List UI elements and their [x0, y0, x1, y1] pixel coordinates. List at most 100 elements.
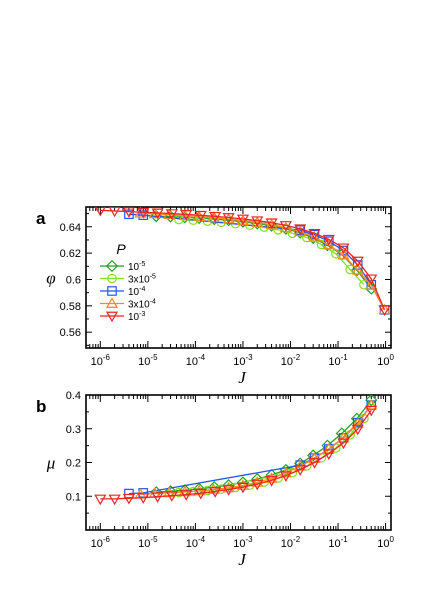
data-point — [294, 224, 307, 235]
data-point — [322, 234, 335, 246]
legend-label-exp: -4 — [139, 286, 145, 293]
y-tick-label: 0.62 — [60, 248, 81, 260]
data-layer — [94, 207, 391, 317]
y-tick-label: 0.2 — [66, 458, 81, 470]
data-point — [222, 485, 235, 496]
legend-label-coef: 3x — [128, 300, 139, 311]
y-axis-label: φ — [46, 269, 55, 288]
x-tick-label: 10-1 — [328, 353, 348, 368]
y-tick-label-text: 0.1 — [66, 491, 81, 503]
x-tick-label-exp: -4 — [198, 353, 206, 362]
data-point — [308, 231, 321, 242]
data-point — [294, 225, 307, 237]
legend-marker — [105, 259, 119, 273]
x-tick-label-base: 10 — [138, 538, 150, 550]
legend-label-base: 10 — [139, 300, 151, 311]
data-point — [265, 476, 278, 487]
x-tick-label-base: 10 — [281, 538, 293, 550]
data-point — [251, 216, 264, 227]
x-tick-label-exp: 0 — [389, 535, 394, 544]
y-tick-label: 0.6 — [66, 274, 81, 286]
y-tick-label: 0.64 — [60, 222, 81, 234]
x-tick-label-exp: -2 — [293, 535, 301, 544]
data-point — [151, 492, 164, 503]
data-point — [378, 305, 391, 317]
data-point — [124, 209, 134, 220]
data-point — [209, 487, 222, 498]
x-tick-label: 10-3 — [233, 353, 253, 368]
data-point — [351, 264, 364, 275]
legend-entry: 3x10-4 — [100, 297, 156, 311]
data-point — [365, 274, 378, 286]
x-tick-label-base: 10 — [91, 538, 103, 550]
data-point — [351, 256, 364, 268]
data-point — [194, 210, 207, 222]
data-point — [308, 458, 321, 469]
y-tick-label: 0.58 — [60, 301, 81, 313]
y-tick-label: 0.3 — [66, 424, 81, 436]
x-tick-label-exp: -1 — [341, 535, 349, 544]
legend-marker — [105, 311, 119, 323]
legend-label-base: 10 — [128, 287, 140, 298]
panel-letter-text: b — [36, 397, 46, 416]
x-tick-label: 100 — [377, 353, 394, 368]
legend-label-exp: -3 — [139, 311, 145, 318]
x-tick-label-base: 10 — [186, 538, 198, 550]
x-axis-label: J — [238, 368, 247, 387]
data-point — [251, 476, 264, 487]
x-tick-label-exp: -5 — [150, 535, 158, 544]
data-point — [294, 465, 307, 476]
x-tick-label-base: 10 — [281, 356, 293, 368]
legend-label: 10-4 — [128, 286, 145, 298]
data-point — [94, 494, 107, 506]
plot-frame — [85, 394, 392, 531]
x-tick-label-base: 10 — [233, 538, 245, 550]
series-5 — [94, 207, 391, 317]
x-tick-label: 10-6 — [91, 353, 111, 368]
legend-title-text: P — [116, 241, 126, 257]
x-axis-label-text: J — [238, 368, 247, 387]
y-tick-label-text: 0.3 — [66, 424, 81, 436]
series-4 — [134, 207, 391, 315]
data-point — [108, 207, 121, 218]
data-point — [122, 207, 136, 218]
x-tick-label: 10-5 — [138, 535, 158, 550]
x-tick-label-base: 10 — [377, 356, 389, 368]
data-point — [122, 493, 136, 505]
x-axis-label: J — [238, 550, 247, 569]
x-tick-label-base: 10 — [377, 538, 389, 550]
data-point — [251, 479, 264, 491]
legend-label: 3x10-5 — [128, 274, 156, 286]
legend-marker — [105, 297, 119, 308]
data-point — [337, 438, 350, 450]
series-line — [140, 404, 372, 495]
legend-entry: 10-4 — [100, 286, 145, 298]
legend-label-exp: -5 — [150, 274, 156, 281]
x-tick-label-exp: -4 — [198, 535, 206, 544]
data-point — [209, 211, 222, 223]
data-point — [322, 449, 335, 460]
y-tick-label-text: 0.62 — [60, 248, 81, 260]
x-tick-label-exp: -3 — [246, 353, 254, 362]
data-point — [137, 207, 150, 219]
y-axis-label-text: μ — [46, 454, 56, 473]
x-tick-label-exp: -6 — [103, 353, 111, 362]
panel-letter: a — [36, 209, 46, 228]
legend-label-exp: -4 — [150, 299, 156, 306]
y-tick-label-text: 0.56 — [60, 327, 81, 339]
x-tick-label-base: 10 — [138, 356, 150, 368]
x-tick-label-base: 10 — [328, 538, 340, 550]
legend-entry: 3x10-5 — [100, 274, 156, 286]
x-tick-label-exp: 0 — [389, 353, 394, 362]
x-tick-label: 100 — [377, 535, 394, 550]
data-point — [236, 482, 250, 494]
x-tick-label: 10-6 — [91, 535, 111, 550]
x-axis-label-text: J — [238, 550, 247, 569]
data-point — [208, 481, 221, 494]
legend-title: P — [116, 241, 126, 257]
data-point — [207, 211, 220, 223]
x-tick-label: 10-2 — [281, 353, 301, 368]
data-point — [94, 207, 106, 217]
